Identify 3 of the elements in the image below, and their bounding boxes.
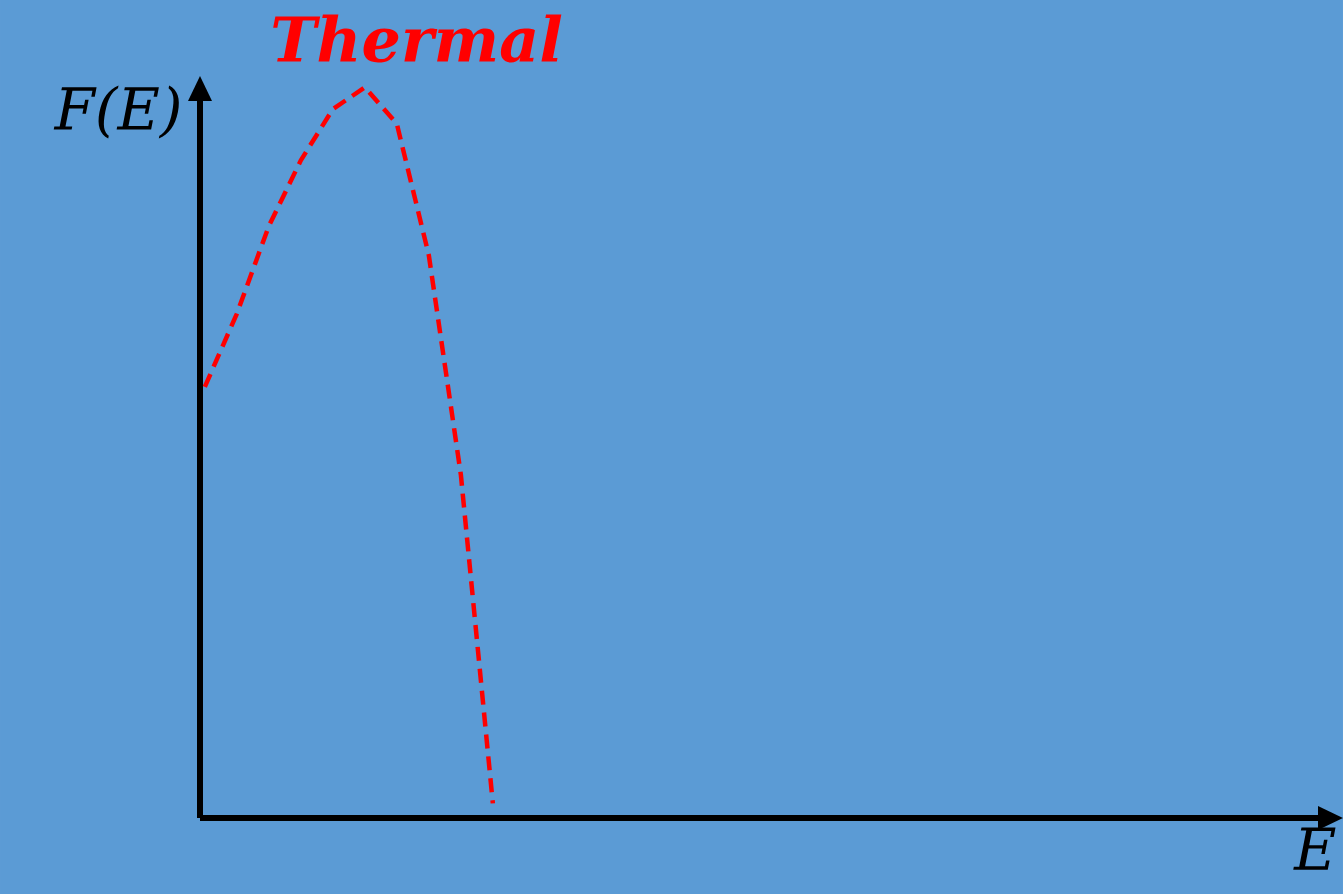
x-axis-title: E xyxy=(1293,827,1336,870)
chart-title: Thermal xyxy=(273,14,562,63)
y-axis-title: F(E) xyxy=(53,85,179,139)
